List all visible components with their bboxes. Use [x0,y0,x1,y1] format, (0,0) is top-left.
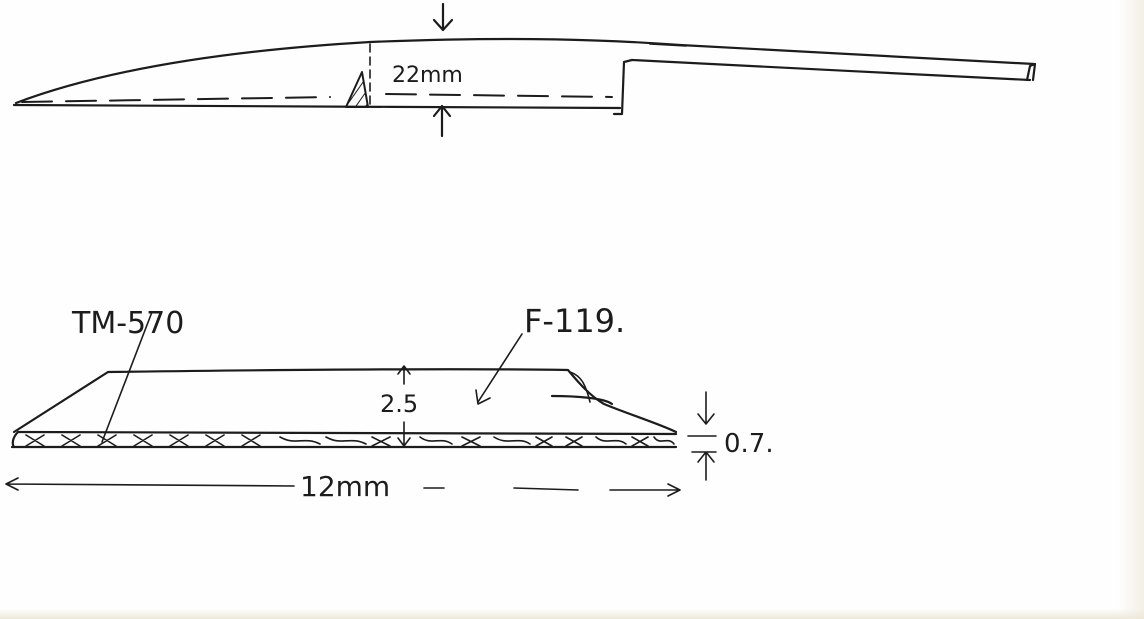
blade-cross-section: TM-570 F-119. 2.5 0.7. 12mm [5,302,774,503]
blade-tang-step [612,58,634,116]
dimension-arrow-top [432,2,454,32]
coating-material-label: F-119. [524,302,625,340]
blade-top-edge [14,37,1036,105]
width-dimension-arrow [5,477,681,497]
paper-edge [0,609,1144,619]
blade-side-view: 22mm [12,2,1037,138]
coating-transition-line [569,371,591,403]
core-material-label: TM-570 [71,306,184,341]
dimension-arrow-bottom [432,104,452,138]
paper-edge [1118,0,1144,619]
width-dimension-label: 22mm [392,63,463,88]
core-left-end [11,430,20,449]
core-top-line [16,430,678,436]
blade-centerline [21,93,613,103]
coating-outline [12,368,678,434]
height-dimension-label: 2.5 [380,390,418,418]
coating-material-leader [475,333,523,405]
height-dimension-arrow [397,365,411,447]
width-dimension-label: 12mm [300,470,390,503]
blade-bottom-edge [12,103,622,110]
section-triangle [345,71,369,108]
blade-tang-edge [630,58,1032,82]
core-material-leader [101,311,153,443]
coating-transition-line [550,394,614,406]
blade-tang-end [1025,62,1037,82]
edge-mark [649,43,687,47]
core-thickness-arrow [687,391,717,481]
core-hatching [25,434,675,447]
core-thickness-label: 0.7. [724,429,774,459]
